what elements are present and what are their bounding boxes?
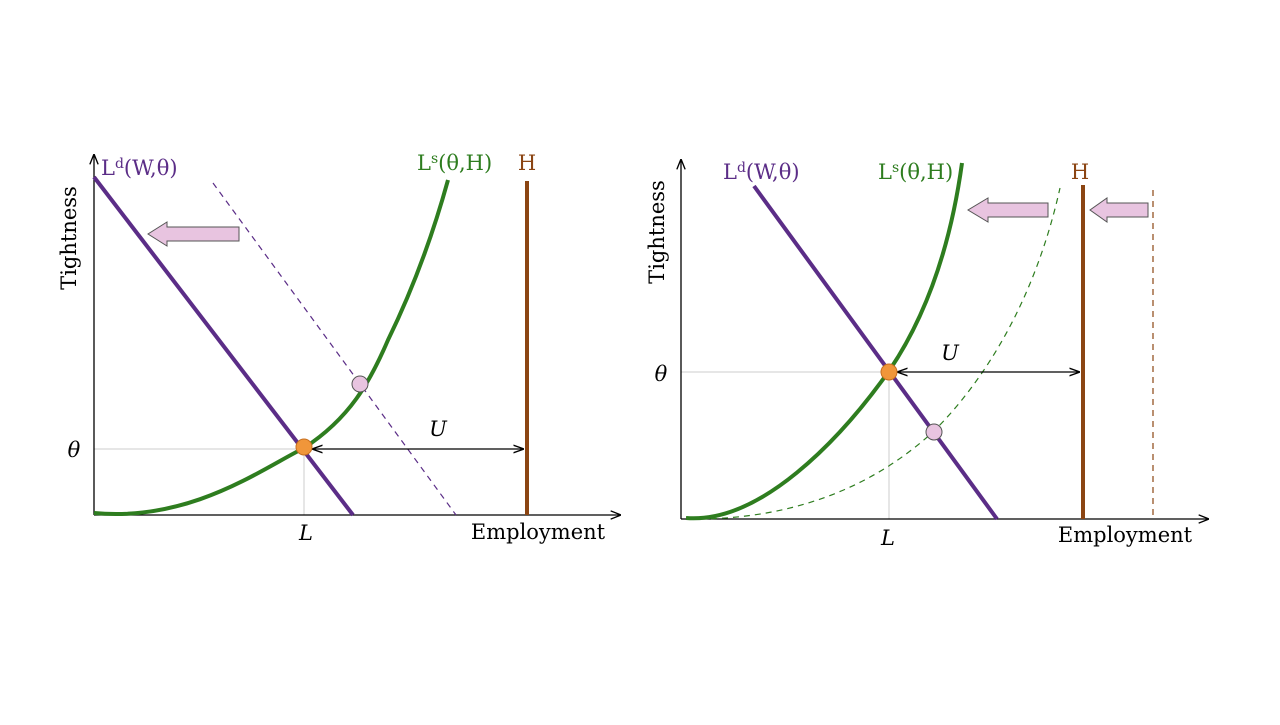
right-x-axis-label: Employment xyxy=(1058,523,1193,547)
left-panel: Tightness Employment θ L U H Ld(W,θ) Ls(… xyxy=(57,151,620,545)
right-supply-shift-arrow xyxy=(967,197,1049,223)
left-supply-curve xyxy=(93,179,450,516)
right-demand-curve xyxy=(752,184,999,521)
left-l-label: L xyxy=(298,521,313,545)
left-old-demand-curve xyxy=(212,182,457,516)
left-y-axis-label: Tightness xyxy=(57,186,81,290)
left-demand-curve xyxy=(92,175,355,517)
left-h-label: H xyxy=(518,151,536,175)
left-supply-label: Ls(θ,H) xyxy=(417,151,492,175)
left-demand-shift-arrow xyxy=(147,221,240,247)
right-y-axis-label: Tightness xyxy=(645,180,669,284)
right-equilibrium-point xyxy=(880,363,898,381)
left-shifted-point xyxy=(351,375,369,393)
right-panel: Tightness Employment θ L U H Ld(W,θ) Ls(… xyxy=(645,160,1208,550)
right-supply-curve xyxy=(685,162,964,521)
left-equilibrium-point xyxy=(295,438,313,456)
right-demand-label: Ld(W,θ) xyxy=(723,160,800,184)
right-l-label: L xyxy=(880,526,895,550)
right-theta-label: θ xyxy=(655,362,668,386)
right-labor-force-shift-arrow xyxy=(1089,197,1149,223)
right-h-label: H xyxy=(1071,160,1089,184)
left-theta-label: θ xyxy=(68,438,81,462)
right-supply-label: Ls(θ,H) xyxy=(878,160,953,184)
right-u-label: U xyxy=(941,341,960,365)
left-u-label: U xyxy=(429,417,448,441)
right-old-supply-curve xyxy=(699,187,1061,520)
right-shifted-point xyxy=(925,423,943,441)
left-x-axis-label: Employment xyxy=(471,520,606,544)
left-demand-label: Ld(W,θ) xyxy=(101,156,178,180)
